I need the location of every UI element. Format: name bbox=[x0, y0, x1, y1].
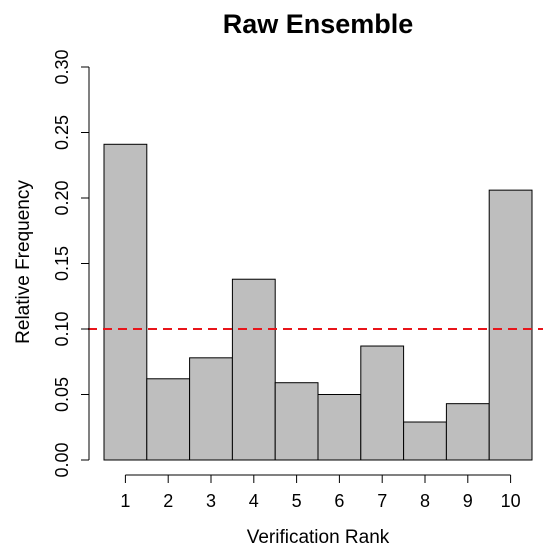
x-tick-label: 1 bbox=[120, 491, 130, 511]
bar-rank-3 bbox=[189, 357, 233, 461]
y-axis-label: Relative Frequency bbox=[13, 180, 34, 344]
bar-rank-2 bbox=[146, 378, 191, 461]
x-tick-label: 7 bbox=[377, 491, 387, 511]
x-axis: 1 2 3 4 5 6 7 8 9 10 bbox=[120, 474, 521, 511]
bar-rank-9 bbox=[445, 403, 490, 461]
y-tick-label: 0.05 bbox=[52, 377, 72, 412]
x-tick-label: 9 bbox=[463, 491, 473, 511]
bar-rank-1 bbox=[103, 143, 148, 461]
bar-rank-10 bbox=[488, 189, 533, 461]
y-tick-label: 0.10 bbox=[52, 311, 72, 346]
x-tick-label: 5 bbox=[292, 491, 302, 511]
y-tick-label: 0.00 bbox=[52, 442, 72, 477]
bar-rank-5 bbox=[274, 382, 319, 461]
y-tick-label: 0.20 bbox=[52, 180, 72, 215]
x-tick-label: 4 bbox=[249, 491, 259, 511]
bar-rank-4 bbox=[231, 278, 276, 461]
chart-title: Raw Ensemble bbox=[223, 9, 414, 39]
x-tick-label: 8 bbox=[420, 491, 430, 511]
bar-rank-8 bbox=[403, 421, 447, 461]
y-tick-label: 0.25 bbox=[52, 115, 72, 150]
y-axis: 0.00 0.05 0.10 0.15 0.20 0.25 0.30 bbox=[52, 49, 90, 478]
x-tick-label: 10 bbox=[501, 491, 521, 511]
x-tick-label: 2 bbox=[163, 491, 173, 511]
x-tick-label: 6 bbox=[334, 491, 344, 511]
bar-rank-6 bbox=[317, 394, 362, 461]
y-tick-label: 0.30 bbox=[52, 49, 72, 84]
bars-group bbox=[103, 143, 533, 461]
y-tick-label: 0.15 bbox=[52, 246, 72, 281]
bar-rank-7 bbox=[360, 345, 405, 461]
x-axis-label: Verification Rank bbox=[247, 527, 390, 547]
x-tick-label: 3 bbox=[206, 491, 216, 511]
